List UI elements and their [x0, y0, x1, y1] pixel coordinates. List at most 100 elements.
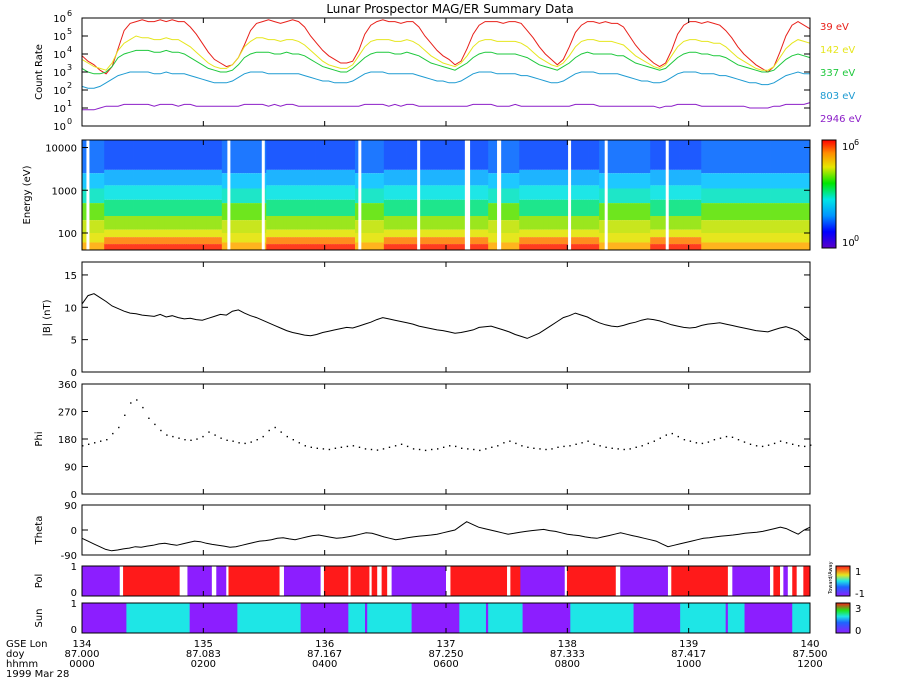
- spectrogram-cell: [221, 173, 225, 189]
- pol-segment: [371, 566, 378, 596]
- spectrogram-cell: [457, 140, 460, 170]
- spectrogram-cell: [104, 244, 107, 250]
- spectrogram-cell: [545, 169, 549, 186]
- spectrogram-cell: [168, 199, 172, 216]
- spectrogram-cell: [337, 140, 340, 170]
- spectrogram-cell: [616, 203, 620, 221]
- spectrogram-cell: [807, 220, 811, 233]
- spectrogram-cell: [574, 229, 578, 238]
- spectrogram-cell: [275, 237, 278, 245]
- spectrogram-cell: [752, 242, 755, 250]
- spectrogram-cell: [177, 215, 181, 230]
- spectrogram-cell: [541, 169, 545, 186]
- time-tick-lon: 137: [436, 639, 455, 650]
- spectrogram-cell: [461, 237, 465, 245]
- spectrogram-cell: [750, 203, 753, 221]
- spectrogram-cell: [650, 229, 653, 238]
- spectrogram-cell: [807, 242, 811, 250]
- spectrogram-cell: [208, 199, 212, 216]
- spectrogram-cell: [785, 188, 789, 204]
- spectrogram-cell: [446, 140, 449, 170]
- spectrogram-cell: [628, 188, 631, 204]
- spectrogram-gap: [417, 140, 421, 250]
- spectrogram-cell: [488, 220, 491, 233]
- y-tick-label: 10: [53, 14, 66, 25]
- spectrogram-cell: [770, 188, 773, 204]
- spectrogram-cell: [548, 185, 551, 200]
- spectrogram-cell: [399, 229, 403, 238]
- spectrogram-cell: [621, 220, 624, 233]
- spectrogram-cell: [186, 229, 189, 238]
- spectrogram-cell: [95, 173, 98, 189]
- spectrogram-cell: [621, 232, 624, 243]
- spectrogram-cell: [144, 169, 147, 186]
- spectrogram-cell: [184, 244, 187, 250]
- spectrogram-cell: [594, 244, 598, 250]
- spectrogram-cell: [310, 169, 314, 186]
- spectrogram-cell: [161, 140, 165, 170]
- spectrogram-cell: [399, 237, 403, 245]
- spectrogram-cell: [692, 169, 695, 186]
- spectrogram-cell: [159, 185, 163, 200]
- spectrogram-cell: [787, 232, 791, 243]
- spectrogram-cell: [585, 229, 589, 238]
- spectrogram-cell: [576, 244, 580, 250]
- spectrogram-cell: [537, 229, 540, 238]
- spectrogram-cell: [257, 140, 260, 174]
- spectrogram-cell: [173, 185, 176, 200]
- spectrogram-cell: [639, 188, 642, 204]
- spectrogram-cell: [514, 203, 518, 221]
- spectrogram-cell: [656, 244, 660, 250]
- pol-segment: [667, 566, 672, 596]
- phi-point: [94, 442, 96, 444]
- spectrogram-cell: [623, 242, 627, 250]
- spectrogram-cell: [616, 140, 620, 174]
- spectrogram-cell: [306, 140, 309, 170]
- spectrogram-cell: [237, 242, 240, 250]
- spectrogram-cell: [155, 140, 158, 170]
- spectrogram-cell: [148, 237, 152, 245]
- spectrogram-cell: [703, 203, 707, 221]
- spectrogram-cell: [483, 215, 487, 230]
- spectrogram-cell: [594, 215, 598, 230]
- spectrogram-cell: [439, 185, 442, 200]
- spectrogram-cell: [312, 140, 316, 170]
- pol-segment: [179, 566, 188, 596]
- spectrogram-cell: [654, 140, 658, 170]
- spectrogram-cell: [117, 169, 121, 186]
- spectrogram-cell: [212, 237, 216, 245]
- spectrogram-cell: [521, 185, 525, 200]
- spectrogram-cell: [530, 229, 533, 238]
- spectrogram-cell: [394, 199, 398, 216]
- spectrogram-cell: [110, 229, 114, 238]
- spectrogram-gap: [568, 140, 572, 250]
- spectrogram-cell: [295, 185, 298, 200]
- spectrogram-cell: [219, 140, 223, 170]
- spectrogram-cell: [667, 244, 671, 250]
- spectrogram-cell: [374, 173, 378, 189]
- spectrogram-cell: [630, 140, 633, 174]
- phi-point: [154, 423, 156, 426]
- spectrogram-cell: [241, 173, 245, 189]
- spectrogram-cell: [501, 173, 505, 189]
- spectrogram-cell: [454, 185, 458, 200]
- spectrogram-cell: [494, 220, 498, 233]
- spectrogram-cell: [485, 169, 489, 186]
- spectrogram-cell: [730, 242, 733, 250]
- spectrogram-cell: [674, 185, 678, 200]
- spectrogram-cell: [483, 244, 487, 250]
- spectrogram-cell: [117, 215, 121, 230]
- spectrogram-cell: [321, 229, 325, 238]
- time-tick-doy: 87.000: [65, 649, 100, 660]
- phi-point: [274, 426, 276, 429]
- spectrogram-cell: [583, 185, 587, 200]
- spectrogram-cell: [443, 140, 447, 170]
- spectrogram-cell: [654, 169, 658, 186]
- spectrogram-cell: [299, 229, 303, 238]
- spectrogram-cell: [397, 215, 400, 230]
- spectrogram-cell: [761, 140, 764, 174]
- spectrogram-cell: [381, 242, 385, 250]
- spectrogram-cell: [521, 237, 525, 245]
- phi-point: [118, 426, 120, 429]
- spectrogram-cell: [421, 244, 425, 250]
